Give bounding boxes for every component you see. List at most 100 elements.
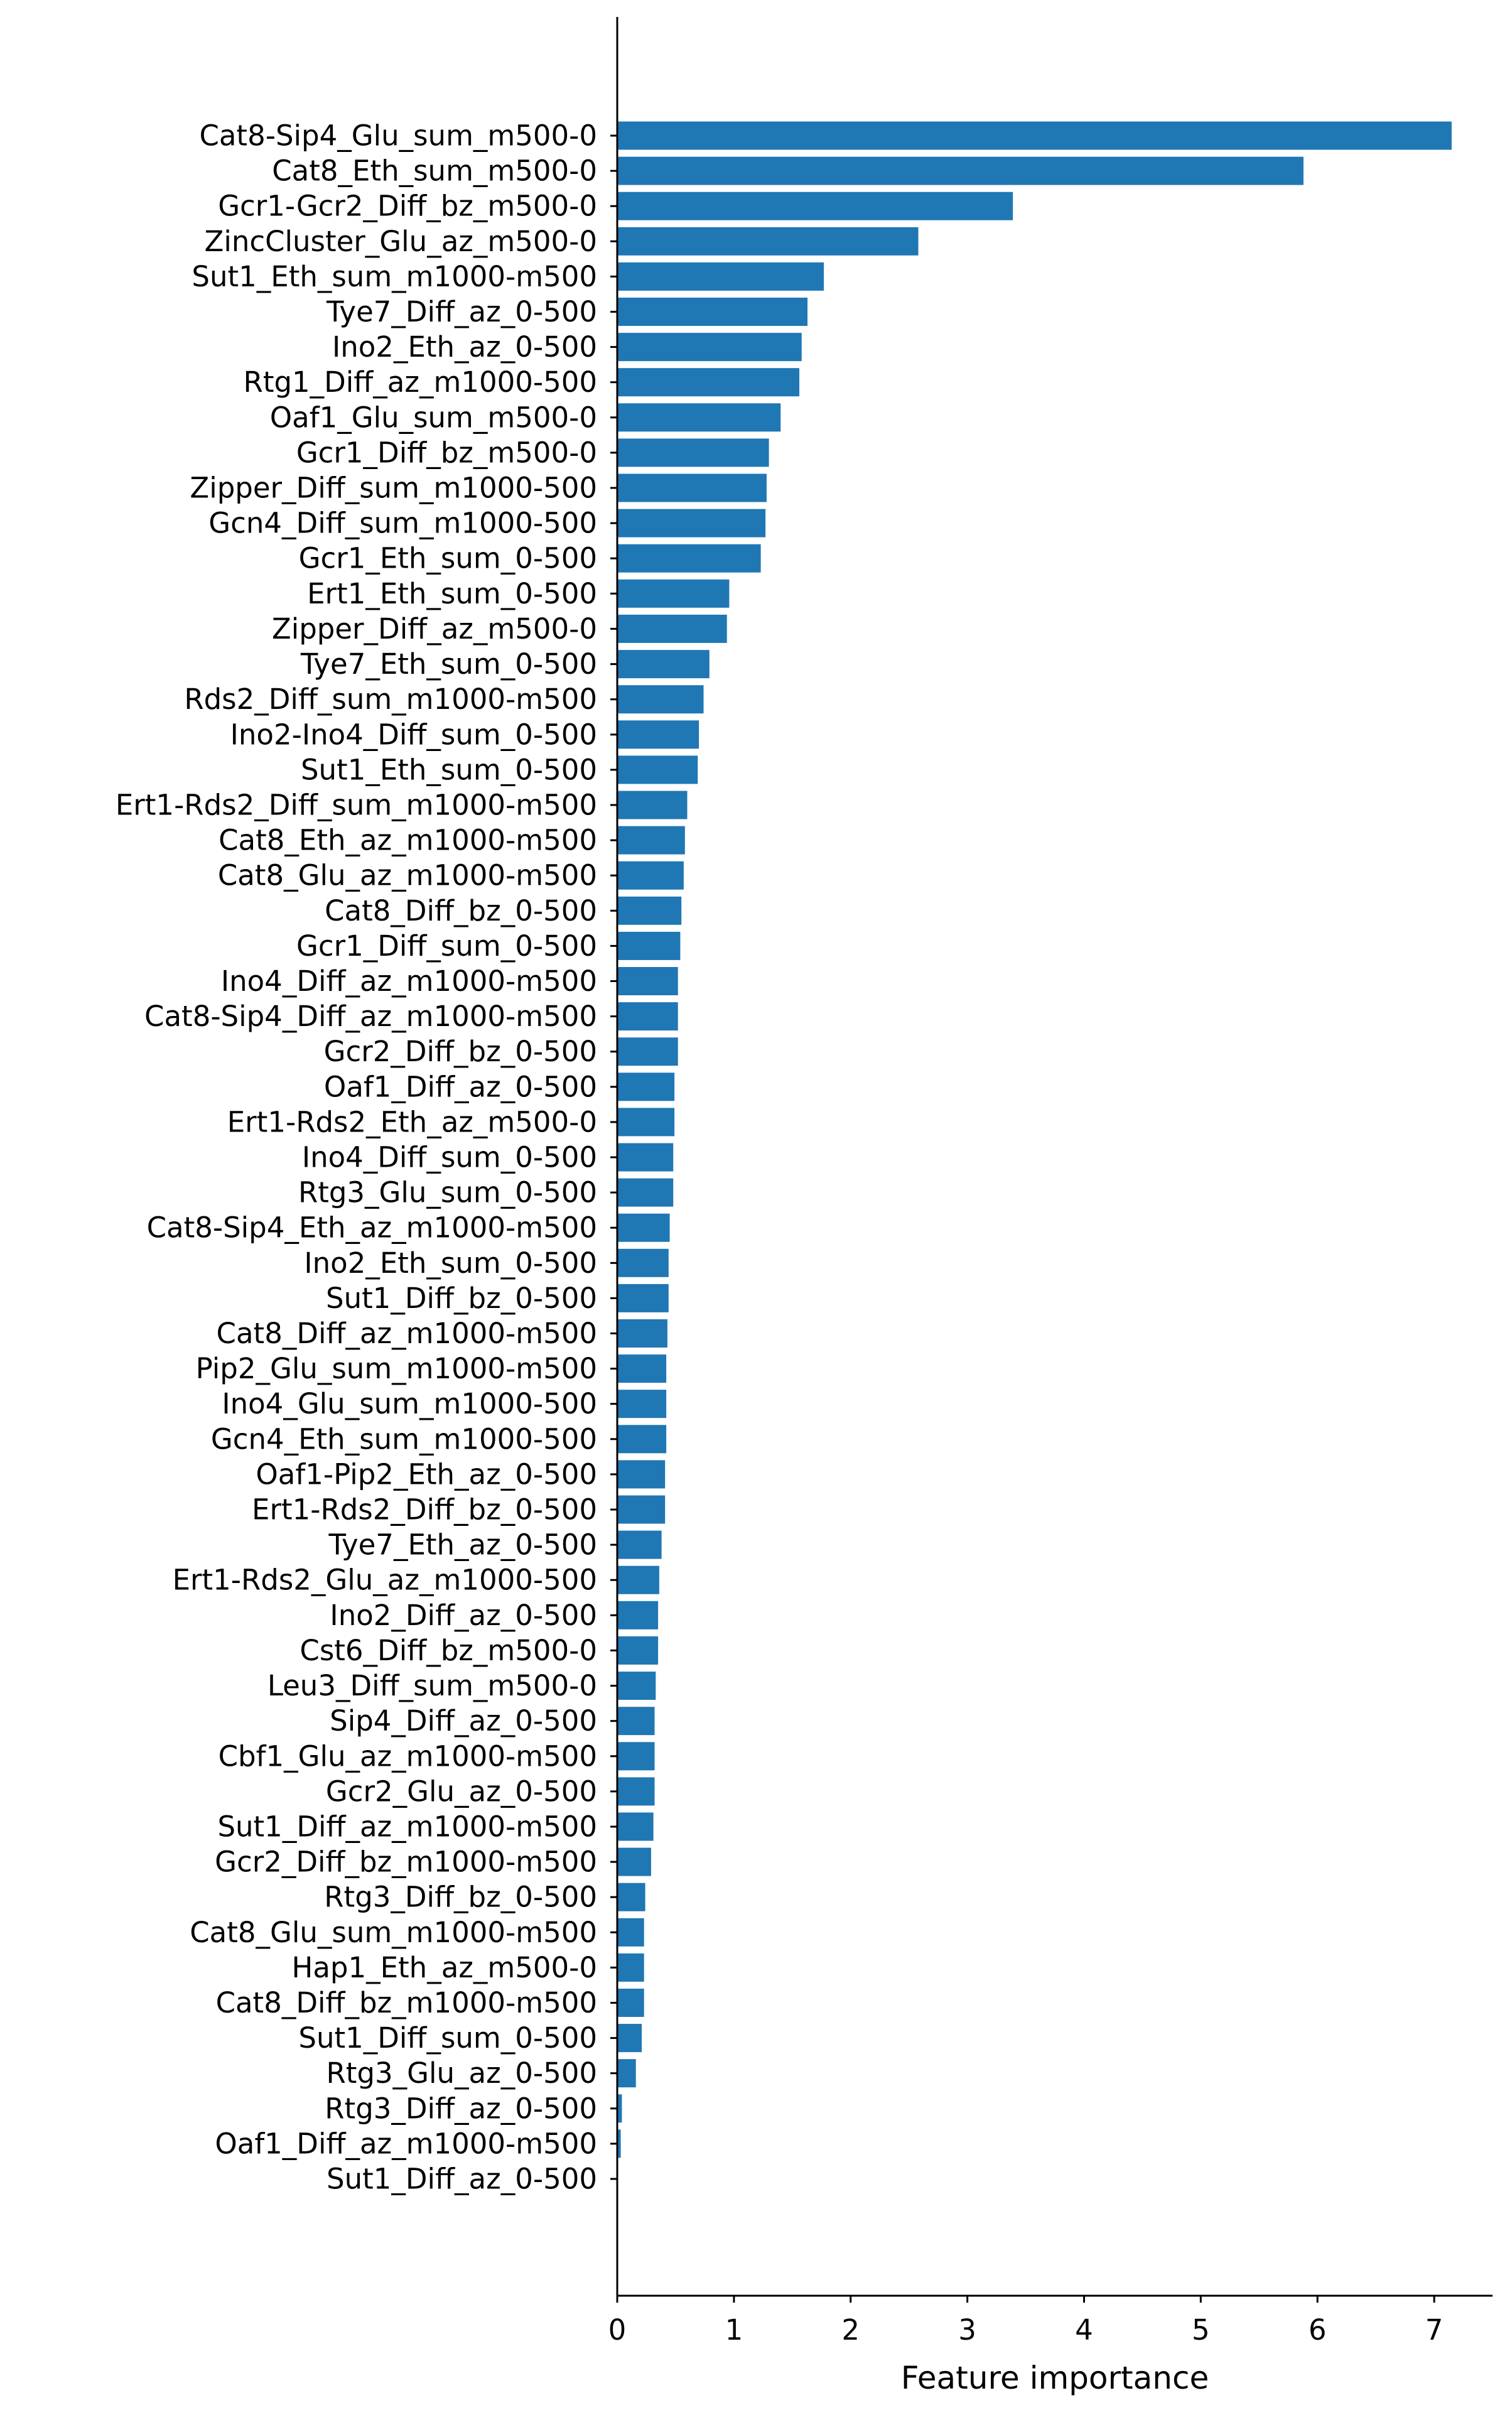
category-label: Cat8_Eth_az_m1000-m500 bbox=[219, 824, 597, 857]
bar bbox=[617, 826, 685, 855]
bar bbox=[617, 579, 730, 608]
category-label: Cat8_Diff_bz_0-500 bbox=[325, 894, 597, 927]
bar bbox=[617, 403, 781, 432]
bar bbox=[617, 685, 704, 714]
category-label: Sut1_Eth_sum_0-500 bbox=[301, 753, 597, 786]
bar bbox=[617, 1918, 644, 1947]
category-label: Ino2_Eth_sum_0-500 bbox=[304, 1246, 597, 1280]
category-label: Cat8_Diff_bz_m1000-m500 bbox=[216, 1986, 597, 2019]
category-label: Cat8_Diff_az_m1000-m500 bbox=[217, 1317, 597, 1350]
category-label: Ert1-Rds2_Glu_az_m1000-500 bbox=[173, 1564, 597, 1597]
x-ticks-group: 0 1 2 3 4 5 6 7 bbox=[608, 2296, 1443, 2347]
bar bbox=[617, 1847, 651, 1876]
category-label: Gcr1_Diff_sum_0-500 bbox=[296, 929, 597, 963]
category-label: Gcn4_Eth_sum_m1000-500 bbox=[211, 1422, 597, 1456]
category-label: Leu3_Diff_sum_m500-0 bbox=[267, 1669, 597, 1702]
category-label: Cat8_Glu_az_m1000-m500 bbox=[218, 859, 597, 892]
category-label: Ino4_Diff_az_m1000-m500 bbox=[221, 965, 597, 998]
category-label: Pip2_Glu_sum_m1000-m500 bbox=[196, 1352, 597, 1385]
bar bbox=[617, 509, 766, 538]
bar bbox=[617, 262, 824, 291]
category-label: Sut1_Diff_az_0-500 bbox=[327, 2163, 597, 2196]
bar bbox=[617, 1636, 659, 1665]
category-label: Oaf1_Diff_az_0-500 bbox=[324, 1070, 597, 1103]
category-label: Rtg3_Diff_az_0-500 bbox=[325, 2092, 597, 2125]
bar bbox=[617, 2059, 636, 2088]
bar bbox=[617, 438, 769, 467]
x-tick-label: 0 bbox=[608, 2313, 627, 2347]
category-label: Tye7_Eth_sum_0-500 bbox=[300, 647, 597, 681]
category-label: Ino2_Eth_az_0-500 bbox=[332, 330, 597, 364]
bar bbox=[617, 1953, 644, 1982]
bar bbox=[617, 791, 688, 819]
category-label: Zipper_Diff_sum_m1000-500 bbox=[190, 472, 597, 505]
category-label: ZincCluster_Glu_az_m500-0 bbox=[205, 225, 598, 258]
category-label: Gcr2_Diff_bz_m1000-m500 bbox=[215, 1845, 597, 1879]
bar bbox=[617, 2024, 642, 2053]
bar bbox=[617, 1707, 655, 1736]
x-tick-label: 6 bbox=[1309, 2313, 1327, 2347]
bar bbox=[617, 1530, 662, 1559]
category-label: Tye7_Eth_az_0-500 bbox=[328, 1528, 597, 1562]
bar bbox=[617, 755, 698, 784]
category-label: Cat8_Eth_sum_m500-0 bbox=[272, 154, 597, 188]
bar bbox=[617, 1425, 667, 1454]
category-label: Rtg1_Diff_az_m1000-500 bbox=[244, 365, 597, 399]
bar bbox=[617, 1002, 678, 1031]
bar bbox=[617, 1213, 670, 1242]
category-label: Gcr1_Diff_bz_m500-0 bbox=[296, 436, 597, 469]
category-label: Ert1_Eth_sum_0-500 bbox=[307, 577, 597, 610]
bar bbox=[617, 720, 699, 749]
bar bbox=[617, 156, 1304, 185]
bar bbox=[617, 1812, 654, 1841]
category-label: Gcr2_Glu_az_0-500 bbox=[326, 1775, 597, 1808]
category-label: Gcr2_Diff_bz_0-500 bbox=[324, 1035, 597, 1068]
bar bbox=[617, 1777, 655, 1806]
bar bbox=[617, 967, 678, 995]
x-axis-title: Feature importance bbox=[901, 2360, 1209, 2396]
category-label: Cat8-Sip4_Eth_az_m1000-m500 bbox=[147, 1211, 597, 1245]
bar bbox=[617, 1143, 674, 1172]
bar bbox=[617, 192, 1013, 220]
bar bbox=[617, 2129, 621, 2158]
bar bbox=[617, 1989, 644, 2017]
x-tick-label: 3 bbox=[958, 2313, 976, 2347]
category-label: Rtg3_Glu_az_0-500 bbox=[327, 2056, 597, 2090]
x-tick-label: 4 bbox=[1075, 2313, 1093, 2347]
category-label: Ino4_Diff_sum_0-500 bbox=[302, 1141, 597, 1174]
category-label: Gcr1_Eth_sum_0-500 bbox=[299, 542, 597, 575]
bars-group bbox=[617, 121, 1452, 2158]
category-label: Sut1_Diff_bz_0-500 bbox=[326, 1282, 597, 1315]
category-label: Ert1-Rds2_Diff_bz_0-500 bbox=[252, 1493, 597, 1527]
category-label: Cat8-Sip4_Diff_az_m1000-m500 bbox=[144, 1000, 597, 1033]
category-label: Zipper_Diff_az_m500-0 bbox=[272, 612, 597, 646]
bar bbox=[617, 2094, 622, 2123]
bar bbox=[617, 650, 710, 679]
bar bbox=[617, 614, 727, 643]
category-label: Ino4_Glu_sum_m1000-500 bbox=[222, 1387, 597, 1420]
category-label: Sut1_Eth_sum_m1000-m500 bbox=[192, 260, 597, 293]
category-label: Gcn4_Diff_sum_m1000-500 bbox=[208, 507, 597, 540]
bar bbox=[617, 1565, 659, 1594]
category-label: Cat8_Glu_sum_m1000-m500 bbox=[190, 1916, 597, 1949]
bar bbox=[617, 1108, 675, 1137]
category-label: Rtg3_Diff_bz_0-500 bbox=[324, 1881, 597, 1914]
bar bbox=[617, 1073, 675, 1101]
x-tick-label: 5 bbox=[1192, 2313, 1210, 2347]
bar bbox=[617, 1495, 666, 1524]
category-label: Rds2_Diff_sum_m1000-m500 bbox=[184, 683, 597, 716]
category-label: Ino2_Diff_az_0-500 bbox=[330, 1599, 597, 1632]
bar bbox=[617, 1319, 667, 1348]
bar bbox=[617, 1601, 659, 1629]
bar bbox=[617, 1460, 666, 1489]
x-tick-label: 1 bbox=[725, 2313, 743, 2347]
bar bbox=[617, 368, 799, 397]
bar bbox=[617, 227, 919, 256]
bar bbox=[617, 333, 802, 362]
category-label: Tye7_Diff_az_0-500 bbox=[326, 295, 597, 328]
bar bbox=[617, 931, 681, 960]
bar bbox=[617, 861, 684, 890]
category-label: Cbf1_Glu_az_m1000-m500 bbox=[219, 1739, 597, 1773]
category-label: Sut1_Diff_az_m1000-m500 bbox=[217, 1810, 597, 1844]
